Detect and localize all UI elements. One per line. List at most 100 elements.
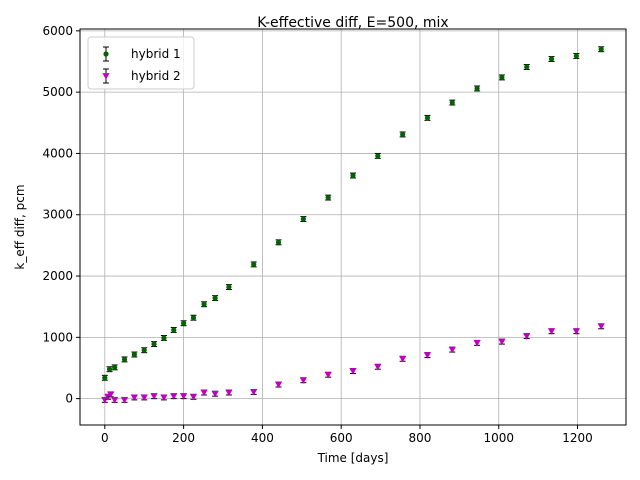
marker xyxy=(375,153,381,159)
marker xyxy=(399,355,407,363)
data-point xyxy=(151,341,158,348)
marker xyxy=(573,53,579,59)
marker xyxy=(498,338,506,346)
data-point xyxy=(399,131,406,138)
data-point xyxy=(523,333,531,340)
data-point xyxy=(300,216,307,222)
marker xyxy=(111,396,119,404)
data-point xyxy=(160,394,168,402)
data-point xyxy=(106,366,113,373)
legend: hybrid 1 hybrid 2 xyxy=(87,36,195,90)
data-point xyxy=(449,99,456,106)
marker xyxy=(189,393,198,401)
x-tick-label: 0 xyxy=(101,431,109,445)
data-point xyxy=(111,396,119,404)
marker xyxy=(160,394,168,402)
marker xyxy=(300,216,306,222)
marker xyxy=(170,393,178,400)
data-point xyxy=(225,389,233,397)
marker xyxy=(548,56,555,62)
y-tick-label: 5000 xyxy=(42,85,73,99)
marker xyxy=(107,391,115,398)
marker xyxy=(350,172,356,179)
marker xyxy=(251,261,257,267)
data-point xyxy=(424,114,431,121)
marker xyxy=(103,51,109,57)
marker xyxy=(499,74,505,81)
data-point xyxy=(130,394,138,402)
data-point xyxy=(170,393,178,400)
data-point xyxy=(399,355,407,363)
data-point xyxy=(473,339,481,347)
series-2 xyxy=(101,323,605,404)
marker xyxy=(524,64,530,70)
marker xyxy=(161,335,167,341)
data-point xyxy=(498,338,506,346)
marker xyxy=(140,394,148,402)
data-point xyxy=(423,352,432,359)
marker xyxy=(325,194,331,201)
marker xyxy=(299,377,307,384)
marker xyxy=(324,371,332,379)
data-point xyxy=(250,388,258,396)
data-point xyxy=(349,368,357,375)
marker xyxy=(141,347,147,353)
data-point xyxy=(189,393,198,401)
data-point xyxy=(121,356,128,363)
y-axis: 0 1000 2000 3000 4000 5000 6000 xyxy=(42,24,80,406)
marker xyxy=(150,393,158,400)
plot-area xyxy=(80,29,626,425)
data-point xyxy=(598,46,605,53)
data-point xyxy=(350,172,356,179)
y-tick-label: 3000 xyxy=(42,208,73,222)
marker xyxy=(212,295,218,301)
marker xyxy=(597,323,605,330)
data-point xyxy=(474,85,481,92)
marker xyxy=(423,352,432,359)
marker xyxy=(112,364,118,370)
marker xyxy=(523,333,531,340)
marker xyxy=(151,341,157,347)
data-point xyxy=(225,284,232,291)
data-point xyxy=(374,152,381,159)
data-point xyxy=(250,261,257,268)
marker xyxy=(130,394,138,402)
marker xyxy=(131,351,137,358)
marker xyxy=(190,315,197,321)
data-point xyxy=(572,328,580,335)
marker xyxy=(102,375,108,381)
y-tick-label: 4000 xyxy=(42,146,73,160)
data-point xyxy=(150,393,158,400)
data-point xyxy=(140,394,148,402)
marker xyxy=(120,396,129,404)
marker xyxy=(181,320,187,326)
marker xyxy=(424,115,431,121)
data-point xyxy=(597,323,605,330)
data-point xyxy=(141,347,148,354)
marker xyxy=(374,363,382,371)
data-point xyxy=(448,346,456,354)
marker xyxy=(121,356,128,363)
marker xyxy=(250,389,258,396)
marker xyxy=(598,46,604,52)
data-point xyxy=(111,364,118,371)
data-point xyxy=(548,56,555,62)
data-point xyxy=(107,391,115,398)
marker xyxy=(274,381,283,389)
legend-marker-hybrid-1 xyxy=(103,46,109,62)
x-tick-label: 600 xyxy=(330,431,353,445)
data-point xyxy=(498,74,505,81)
data-point xyxy=(324,371,332,379)
marker xyxy=(200,389,208,397)
marker xyxy=(225,389,233,397)
data-point xyxy=(160,335,167,341)
data-point xyxy=(275,239,282,246)
y-tick-label: 2000 xyxy=(42,269,73,283)
x-axis: 0 200 400 600 800 1000 1200 xyxy=(101,425,593,445)
legend-box xyxy=(87,36,195,90)
y-axis-label: k_eff diff, pcm xyxy=(13,184,27,269)
marker xyxy=(275,239,282,245)
y-tick-label: 0 xyxy=(65,392,73,406)
data-point xyxy=(299,377,307,384)
